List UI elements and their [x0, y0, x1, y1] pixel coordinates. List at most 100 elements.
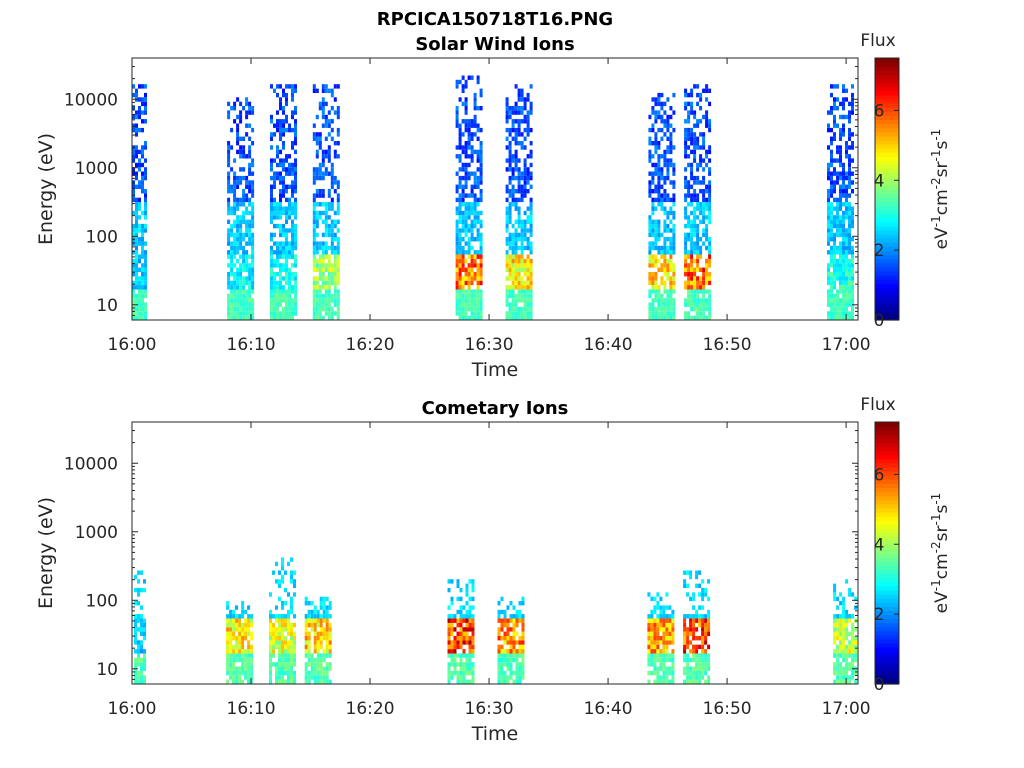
heatmap-cell — [459, 666, 463, 671]
heatmap-cell — [526, 228, 530, 233]
heatmap-cell — [660, 202, 664, 207]
heatmap-cell — [511, 123, 515, 128]
heatmap-cell — [708, 149, 712, 155]
heatmap-cell — [276, 206, 279, 211]
heatmap-cell — [251, 158, 255, 163]
heatmap-cell — [672, 298, 676, 303]
heatmap-cell — [144, 228, 147, 233]
heatmap-cell — [520, 258, 524, 264]
heatmap-cell — [848, 101, 851, 107]
heatmap-cell — [144, 241, 147, 246]
heatmap-cell — [699, 250, 703, 255]
heatmap-cell — [657, 298, 661, 303]
heatmap-cell — [701, 614, 705, 619]
heatmap-cell — [517, 210, 521, 216]
heatmap-cell — [684, 215, 688, 220]
heatmap-cell — [464, 167, 468, 172]
heatmap-cell — [312, 206, 316, 211]
heatmap-cell — [705, 223, 709, 229]
heatmap-cell — [287, 609, 290, 615]
heatmap-cell — [330, 136, 334, 141]
heatmap-cell — [663, 289, 667, 294]
heatmap-cell — [479, 263, 483, 268]
heatmap-cell — [269, 644, 272, 650]
heatmap-cell — [842, 162, 845, 168]
heatmap-cell — [693, 276, 697, 281]
heatmap-cell — [144, 141, 147, 146]
heatmap-cell — [651, 206, 655, 211]
heatmap-cell — [251, 189, 255, 194]
heatmap-cell — [458, 298, 462, 303]
heatmap-cell — [845, 276, 848, 281]
heatmap-cell — [230, 298, 234, 303]
heatmap-cell — [290, 609, 293, 615]
heatmap-cell — [654, 97, 658, 102]
heatmap-cell — [529, 306, 533, 312]
heatmap-cell — [239, 149, 243, 155]
heatmap-cell — [848, 193, 851, 198]
heatmap-cell — [508, 149, 512, 155]
heatmap-cell — [227, 101, 231, 107]
heatmap-cell — [521, 653, 525, 658]
heatmap-cell — [461, 250, 465, 255]
heatmap-cell — [458, 237, 462, 242]
heatmap-cell — [663, 180, 667, 185]
heatmap-cell — [291, 162, 294, 168]
heatmap-cell — [687, 272, 691, 277]
heatmap-cell — [842, 666, 846, 671]
heatmap-cell — [651, 97, 655, 102]
heatmap-cell — [647, 662, 651, 667]
heatmap-cell — [514, 206, 518, 211]
heatmap-cell — [708, 158, 712, 163]
heatmap-cell — [315, 88, 319, 93]
heatmap-cell — [318, 241, 322, 246]
heatmap-cell — [319, 653, 323, 658]
heatmap-cell — [708, 276, 712, 281]
heatmap-cell — [233, 315, 237, 320]
heatmap-cell — [839, 280, 842, 286]
heatmap-cell — [236, 311, 240, 316]
heatmap-cell — [692, 627, 696, 632]
heatmap-cell — [654, 272, 658, 277]
heatmap-cell — [281, 631, 284, 636]
heatmap-cell — [845, 653, 849, 658]
heatmap-cell — [497, 636, 501, 641]
heatmap-cell — [248, 189, 252, 194]
heatmap-cell — [830, 223, 833, 229]
heatmap-cell — [705, 237, 709, 242]
heatmap-cell — [842, 84, 845, 89]
heatmap-cell — [470, 119, 474, 124]
heatmap-cell — [523, 267, 527, 272]
heatmap-cell — [511, 272, 515, 277]
heatmap-cell — [662, 649, 666, 654]
heatmap-cell — [842, 272, 845, 277]
heatmap-cell — [132, 158, 135, 163]
heatmap-cell — [708, 127, 712, 133]
heatmap-cell — [523, 219, 527, 224]
heatmap-cell — [282, 250, 285, 255]
heatmap-cell — [479, 289, 483, 294]
heatmap-cell — [330, 171, 334, 176]
heatmap-cell — [702, 193, 706, 198]
heatmap-cell — [312, 84, 316, 89]
heatmap-cell — [845, 579, 849, 584]
heatmap-cell — [518, 640, 522, 645]
heatmap-cell — [830, 84, 833, 89]
heatmap-cell — [650, 636, 654, 641]
heatmap-cell — [657, 141, 661, 146]
heatmap-cell — [307, 675, 311, 680]
heatmap-cell — [470, 237, 474, 242]
heatmap-cell — [668, 640, 672, 645]
heatmap-cell — [647, 636, 651, 641]
heatmap-cell — [521, 640, 525, 645]
heatmap-cell — [245, 154, 249, 159]
heatmap-cell — [229, 622, 233, 628]
heatmap-cell — [319, 679, 323, 684]
colorbar-swatch — [875, 606, 899, 611]
heatmap-cell — [269, 622, 272, 628]
heatmap-cell — [836, 311, 839, 316]
heatmap-cell — [455, 311, 459, 316]
heatmap-cell — [842, 189, 845, 194]
heatmap-cell — [135, 162, 138, 168]
heatmap-cell — [464, 289, 468, 294]
